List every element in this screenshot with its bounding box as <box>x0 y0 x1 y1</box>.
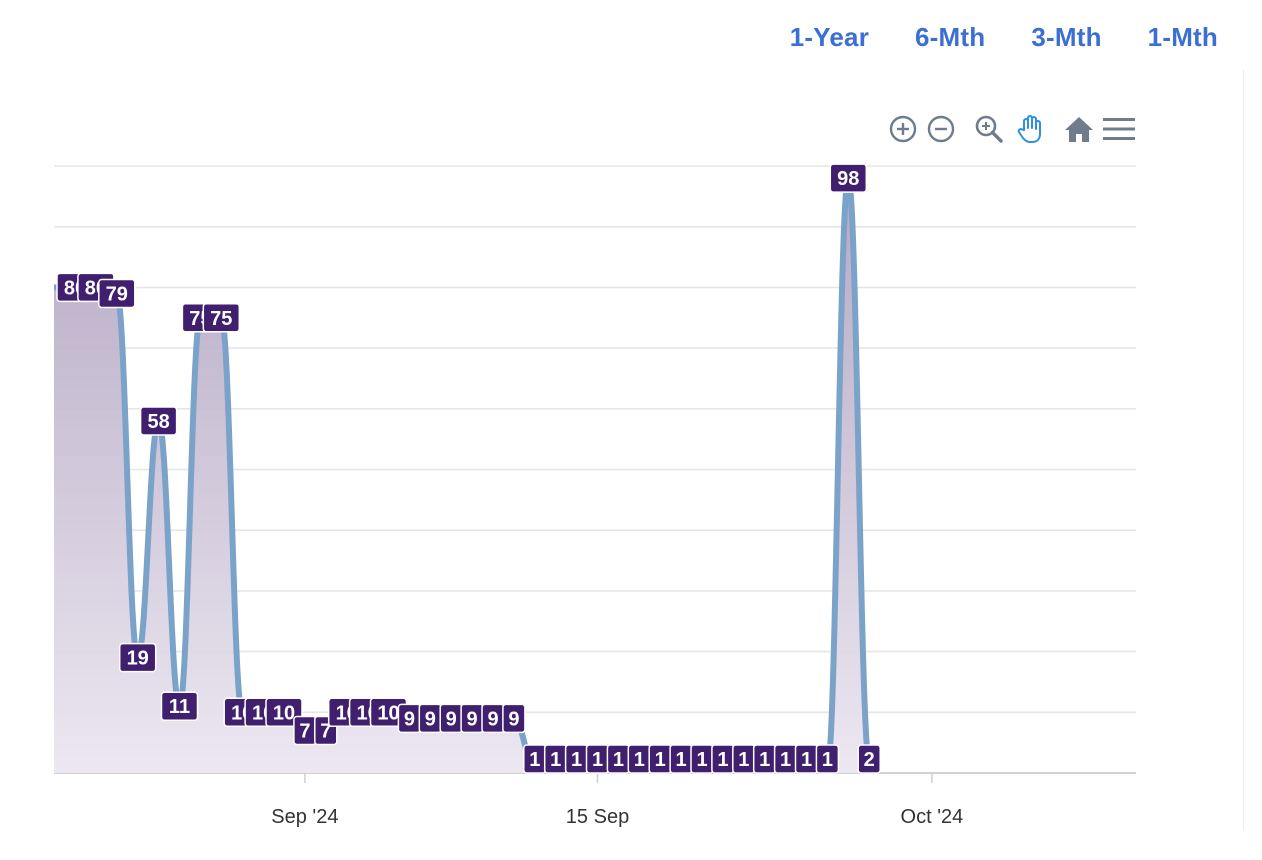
series-area <box>54 178 870 773</box>
data-label-box <box>502 703 526 734</box>
data-label: 9 <box>467 708 478 730</box>
data-label: 1 <box>634 749 645 771</box>
x-tick-label: Oct '24 <box>901 806 964 828</box>
home-reset-icon[interactable] <box>1062 112 1096 146</box>
data-label: 1 <box>696 749 707 771</box>
data-label: 1 <box>550 749 561 771</box>
data-label: 9 <box>404 708 415 730</box>
data-label-box <box>118 642 157 673</box>
data-label-box <box>857 744 881 774</box>
data-label-box <box>160 691 199 721</box>
chart-toolbar <box>886 112 1140 148</box>
zoom-in-icon[interactable] <box>886 112 920 146</box>
data-label: 1 <box>801 749 812 771</box>
zoom-out-icon[interactable] <box>924 112 958 146</box>
series-area-group <box>54 175 873 773</box>
range-tab-3-month[interactable]: 3-Mth <box>1031 22 1102 52</box>
data-label: 7 <box>299 721 310 743</box>
data-label: 1 <box>613 749 624 771</box>
menu-icon[interactable] <box>1102 112 1136 146</box>
data-label: 98 <box>837 168 859 190</box>
data-label-box <box>815 744 840 774</box>
zoom-selection-icon[interactable] <box>972 112 1006 146</box>
data-label: 9 <box>487 708 498 730</box>
data-label: 11 <box>169 696 190 718</box>
data-label: 79 <box>106 283 128 305</box>
data-label-box <box>202 303 241 333</box>
data-label: 9 <box>446 708 457 730</box>
data-label: 1 <box>571 749 582 771</box>
data-label: 1 <box>592 749 603 771</box>
x-tick-label: 15 Sep <box>566 806 629 828</box>
range-tab-1-year[interactable]: 1-Year <box>789 22 870 52</box>
data-label: 1 <box>759 749 770 771</box>
range-tab-1-month[interactable]: 1-Mth <box>1147 22 1218 52</box>
data-label: 2 <box>864 749 875 771</box>
data-label: 19 <box>127 648 149 670</box>
data-label-box <box>265 697 303 728</box>
data-label: 1 <box>738 749 749 771</box>
pan-hand-icon[interactable] <box>1014 112 1048 146</box>
x-axis: Sep '24 15 Sep Oct '24 <box>271 773 963 828</box>
x-tick-label: Sep '24 <box>271 806 338 828</box>
data-label-box <box>139 406 178 436</box>
data-label: 58 <box>147 411 169 433</box>
data-label: 1 <box>676 749 687 771</box>
range-tab-6-month[interactable]: 6-Mth <box>915 22 986 52</box>
range-selector: 1-Year 6-Mth 3-Mth 1-Mth <box>790 22 1218 53</box>
data-label: 1 <box>717 749 728 771</box>
card-border <box>1243 70 1244 830</box>
data-label-box <box>829 163 868 193</box>
data-label: 1 <box>780 749 791 771</box>
data-label: 9 <box>425 708 436 730</box>
data-label: 75 <box>210 308 232 330</box>
data-label: 10 <box>273 702 295 724</box>
data-label: 1 <box>529 749 540 771</box>
data-label: 1 <box>822 749 833 771</box>
data-label: 10 <box>377 702 399 724</box>
data-label: 1 <box>655 749 666 771</box>
data-label: 7 <box>320 721 331 743</box>
data-label-box <box>98 278 136 309</box>
data-label: 9 <box>508 708 519 730</box>
